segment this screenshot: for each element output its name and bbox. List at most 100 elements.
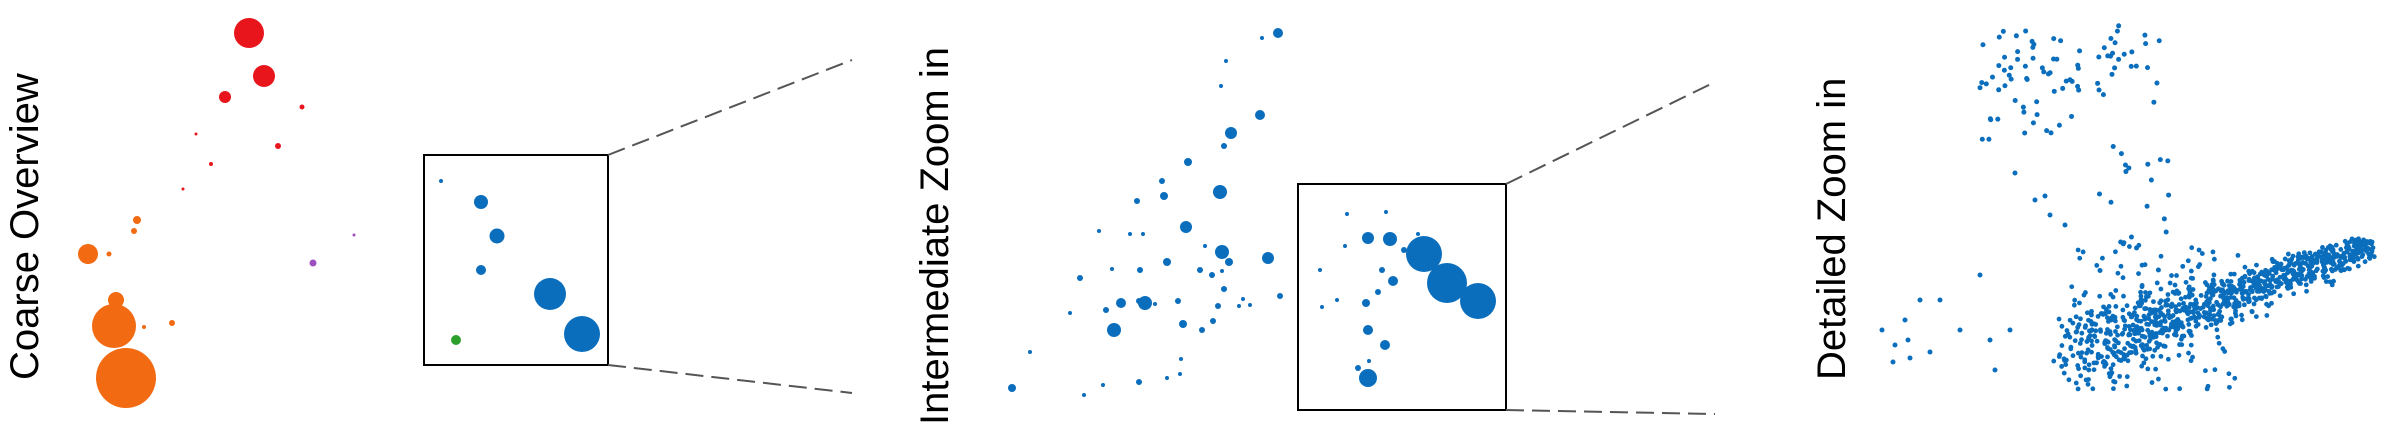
blue-point	[2110, 362, 2116, 368]
blue-point	[2338, 254, 2344, 259]
blue-point	[2287, 280, 2293, 286]
blue-point	[2163, 302, 2169, 308]
blue-point	[2095, 313, 2101, 319]
blue-point	[2220, 346, 2226, 352]
blue-point	[2112, 65, 2118, 71]
blue-point	[2154, 80, 2160, 86]
blue-point	[2082, 359, 2088, 365]
blue-point	[1996, 63, 2002, 69]
blue-point	[2058, 38, 2064, 44]
blue-point	[2139, 333, 2145, 339]
blue-point	[2051, 36, 2057, 42]
blue-point	[2097, 293, 2103, 299]
blue-point	[2149, 329, 2155, 335]
blue-point	[2229, 290, 2234, 296]
blue-point	[2351, 258, 2357, 264]
blue-point	[2105, 346, 2111, 351]
blue-point	[2165, 297, 2171, 303]
blue-point	[2083, 323, 2088, 329]
blue-point	[2056, 122, 2062, 128]
blue-point	[2257, 288, 2262, 294]
blue-point	[2163, 325, 2169, 331]
blue-point	[1318, 268, 1322, 272]
blue-point	[1879, 327, 1885, 333]
blue-point	[2139, 284, 2145, 290]
blue-point	[2136, 242, 2142, 248]
blue-point	[2190, 287, 2196, 292]
blue-point	[1128, 232, 1132, 236]
blue-point	[1996, 87, 2002, 93]
blue-point	[2079, 330, 2085, 336]
blue-point	[2015, 49, 2021, 55]
blue-point	[2015, 56, 2021, 62]
blue-point	[2041, 69, 2047, 75]
blue-point	[2151, 99, 2157, 105]
blue-point	[2204, 282, 2210, 288]
blue-point	[2112, 379, 2118, 385]
blue-point	[2147, 336, 2153, 342]
blue-point	[2161, 216, 2167, 222]
blue-point	[2327, 279, 2333, 285]
blue-point	[1137, 267, 1143, 273]
blue-point	[2255, 275, 2260, 281]
blue-point	[2128, 350, 2134, 355]
blue-point	[1977, 85, 1983, 91]
blue-point	[2214, 327, 2220, 333]
blue-point	[2075, 386, 2081, 392]
blue-point	[2218, 304, 2223, 310]
blue-point	[2246, 268, 2252, 274]
blue-point	[1905, 337, 1911, 343]
blue-point	[1990, 74, 1996, 80]
detailed-zoom-label: Detailed Zoom in	[1810, 78, 1854, 380]
blue-point	[476, 265, 486, 275]
blue-point	[1262, 252, 1274, 264]
blue-point	[2134, 329, 2140, 335]
blue-point	[2273, 270, 2279, 276]
blue-point	[2007, 327, 2013, 333]
blue-point	[2156, 376, 2161, 382]
blue-point	[2212, 318, 2218, 323]
blue-point	[2193, 323, 2199, 329]
blue-point	[2216, 340, 2222, 346]
blue-point	[2077, 341, 2083, 346]
blue-point	[2189, 245, 2195, 251]
blue-point	[1379, 267, 1385, 273]
blue-point	[2128, 234, 2134, 240]
blue-point	[2120, 275, 2126, 281]
blue-point	[2097, 268, 2103, 274]
blue-point	[1406, 236, 1442, 272]
blue-point	[2225, 290, 2231, 296]
blue-point	[2047, 212, 2053, 218]
blue-point	[2088, 319, 2094, 324]
blue-point	[2177, 386, 2183, 392]
blue-point	[1460, 283, 1496, 319]
intermediate-zoom-scatter	[1008, 28, 1496, 397]
red-point	[194, 132, 198, 136]
blue-point	[2115, 332, 2121, 338]
blue-point	[534, 278, 566, 310]
blue-point	[2059, 364, 2065, 369]
blue-point	[1241, 297, 1245, 301]
blue-point	[2176, 352, 2182, 358]
blue-point	[2328, 266, 2334, 272]
blue-point	[2113, 304, 2119, 309]
blue-point	[2077, 48, 2083, 54]
blue-point	[1220, 269, 1224, 273]
blue-point	[2333, 242, 2339, 248]
blue-point	[2113, 329, 2118, 334]
blue-point	[2282, 256, 2288, 262]
blue-point	[1153, 302, 1157, 306]
blue-point	[2204, 290, 2210, 296]
blue-point	[2331, 253, 2337, 259]
coarse-overview-scatter	[78, 18, 600, 408]
blue-point	[2132, 345, 2138, 350]
blue-point	[2183, 294, 2188, 300]
blue-point	[2355, 263, 2361, 269]
blue-point	[2350, 248, 2355, 254]
blue-point	[2023, 28, 2029, 34]
blue-point	[2185, 311, 2191, 317]
blue-point	[2173, 309, 2179, 315]
blue-point	[2134, 324, 2140, 330]
blue-point	[1917, 297, 1923, 303]
blue-point	[2149, 319, 2154, 324]
